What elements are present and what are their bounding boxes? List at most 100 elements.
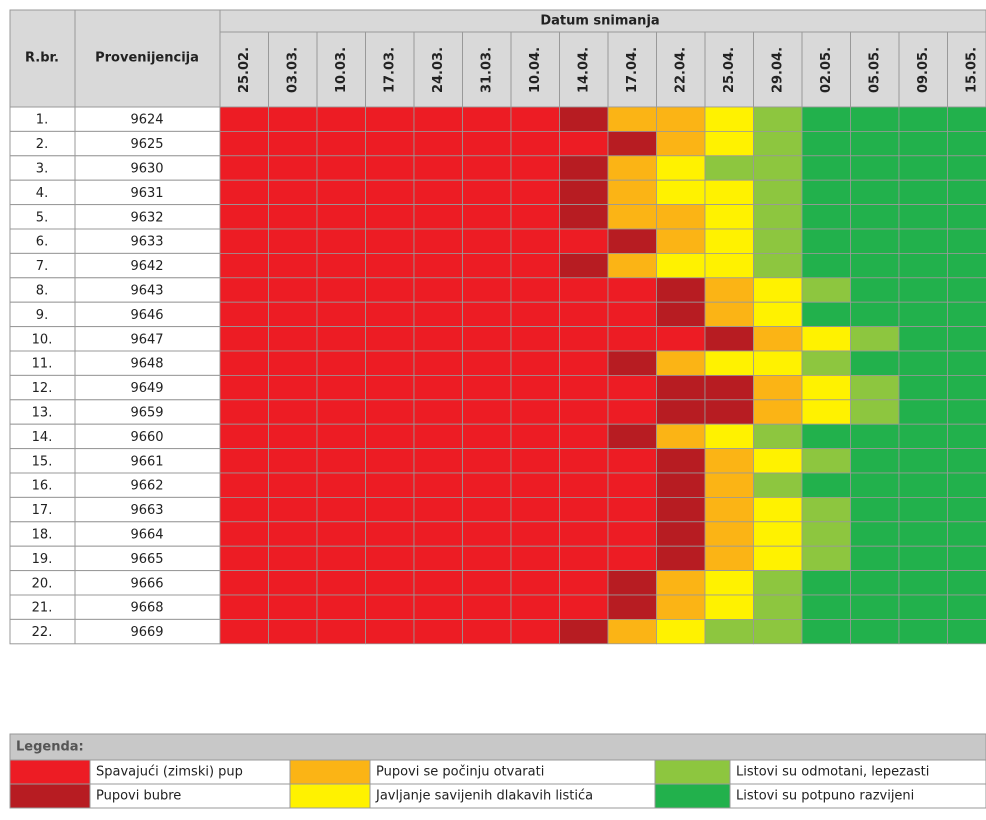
stage-cell <box>704 179 754 205</box>
stage-cell <box>607 619 657 645</box>
stage-cell <box>704 252 754 279</box>
stage-cell <box>268 521 318 547</box>
stage-cell <box>753 399 803 425</box>
stage-cell <box>801 594 851 620</box>
stage-cell <box>268 496 318 523</box>
stage-cell <box>947 301 986 328</box>
stage-cell <box>898 619 948 645</box>
stage-cell <box>316 179 366 205</box>
stage-cell <box>316 570 366 596</box>
stage-cell <box>510 521 560 547</box>
stage-cell <box>316 374 366 401</box>
stage-cell <box>413 521 463 547</box>
stage-cell <box>510 106 560 132</box>
stage-cell <box>219 594 269 620</box>
stage-cell <box>607 521 657 547</box>
legend-bar <box>9 733 986 761</box>
stage-cell <box>413 374 463 401</box>
stage-cell <box>316 472 366 498</box>
stage-cell <box>656 277 706 303</box>
stage-cell <box>316 350 366 376</box>
stage-cell <box>413 301 463 328</box>
stage-cell <box>801 106 851 132</box>
date-label: 15.05. <box>964 47 979 93</box>
stage-cell <box>704 204 754 230</box>
stage-cell <box>753 204 803 230</box>
stage-cell <box>850 496 900 523</box>
stage-cell <box>462 252 512 279</box>
stage-cell <box>898 326 948 352</box>
stage-cell <box>316 423 366 450</box>
stage-cell <box>801 448 851 474</box>
provenance: 9668 <box>130 601 163 616</box>
stage-cell <box>801 350 851 376</box>
stage-cell <box>316 326 366 352</box>
stage-cell <box>268 448 318 474</box>
row-number: 12. <box>32 381 53 396</box>
stage-cell <box>704 472 754 498</box>
provenance: 9662 <box>130 479 163 494</box>
stage-cell <box>753 448 803 474</box>
stage-cell <box>219 252 269 279</box>
header-number: R.br. <box>25 51 59 66</box>
stage-cell <box>607 350 657 376</box>
stage-cell <box>413 252 463 279</box>
stage-cell <box>898 204 948 230</box>
stage-cell <box>607 179 657 205</box>
stage-cell <box>559 252 609 279</box>
stage-cell <box>656 521 706 547</box>
stage-cell <box>656 155 706 181</box>
stage-cell <box>559 130 609 157</box>
stage-cell <box>268 570 318 596</box>
stage-cell <box>704 326 754 352</box>
stage-cell <box>947 570 986 596</box>
provenance: 9632 <box>130 210 163 225</box>
stage-cell <box>656 326 706 352</box>
row-bg <box>9 350 221 376</box>
stage-cell <box>268 277 318 303</box>
provenance: 9642 <box>130 259 163 274</box>
provenance: 9624 <box>130 113 163 128</box>
stage-cell <box>898 252 948 279</box>
legend-swatch <box>289 759 371 785</box>
stage-cell <box>656 130 706 157</box>
stage-cell <box>753 521 803 547</box>
stage-cell <box>413 228 463 254</box>
stage-cell <box>753 155 803 181</box>
row-bg <box>9 399 221 425</box>
stage-cell <box>607 204 657 230</box>
stage-cell <box>704 423 754 450</box>
stage-cell <box>559 545 609 572</box>
stage-cell <box>510 619 560 645</box>
stage-cell <box>850 570 900 596</box>
stage-cell <box>947 594 986 620</box>
stage-cell <box>704 545 754 572</box>
row-number: 3. <box>36 162 48 177</box>
stage-cell <box>656 374 706 401</box>
stage-cell <box>268 301 318 328</box>
stage-cell <box>704 570 754 596</box>
stage-cell <box>850 472 900 498</box>
row-number: 1. <box>36 113 48 128</box>
stage-cell <box>462 594 512 620</box>
stage-cell <box>704 619 754 645</box>
stage-cell <box>607 496 657 523</box>
stage-cell <box>510 399 560 425</box>
row-number: 10. <box>32 332 53 347</box>
row-number: 4. <box>36 186 48 201</box>
provenance: 9648 <box>130 357 163 372</box>
stage-cell <box>898 228 948 254</box>
stage-cell <box>365 106 415 132</box>
stage-cell <box>753 228 803 254</box>
stage-cell <box>607 155 657 181</box>
stage-cell <box>850 252 900 279</box>
legend-label: Listovi su potpuno razvijeni <box>736 789 914 804</box>
date-label: 10.04. <box>528 47 543 93</box>
stage-cell <box>753 374 803 401</box>
legend-swatch <box>654 759 731 785</box>
provenance: 9646 <box>130 308 163 323</box>
stage-cell <box>559 570 609 596</box>
stage-cell <box>316 448 366 474</box>
stage-cell <box>753 496 803 523</box>
